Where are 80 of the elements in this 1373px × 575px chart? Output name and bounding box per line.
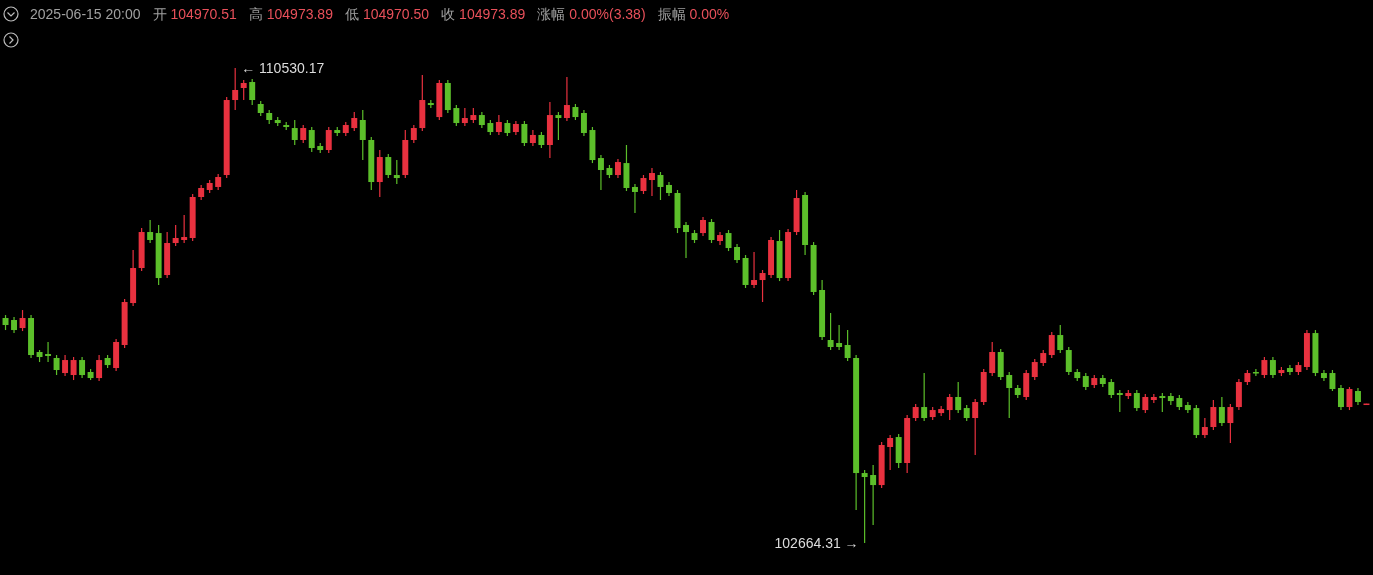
candlestick	[1320, 369, 1327, 382]
candlestick	[1108, 378, 1115, 399]
candlestick	[1210, 399, 1217, 431]
candlestick	[597, 154, 604, 191]
candlestick	[1329, 369, 1336, 392]
candlestick	[725, 229, 732, 252]
candlestick	[836, 324, 843, 351]
candlestick	[955, 381, 962, 414]
candlestick	[1031, 358, 1038, 381]
candlestick	[563, 76, 570, 122]
candlestick	[53, 354, 60, 376]
candlestick	[249, 78, 256, 106]
text: 高 104973.89	[248, 6, 334, 22]
text: 2025-06-15 20:00	[30, 6, 141, 22]
candlestick	[555, 111, 562, 141]
candlestick	[734, 243, 741, 264]
candlestick	[1023, 369, 1030, 401]
candlestick	[921, 372, 928, 422]
candlestick	[1057, 324, 1064, 354]
candlestick	[495, 114, 502, 136]
candlestick	[1116, 389, 1123, 413]
candlestick	[1252, 368, 1259, 377]
candlestick	[1006, 371, 1013, 419]
candlestick	[70, 356, 77, 381]
candlestick	[172, 224, 179, 247]
candlestick	[1133, 389, 1140, 412]
candlestick	[181, 214, 188, 244]
candlestick	[640, 174, 647, 195]
candlestick	[291, 119, 298, 146]
candlestick	[232, 67, 239, 111]
candlestick	[385, 153, 392, 179]
candlestick	[1227, 403, 1234, 444]
candlestick	[751, 251, 758, 289]
candlestick	[989, 341, 996, 377]
candlestick	[614, 158, 621, 179]
candlestick	[870, 464, 877, 526]
candlestick	[1065, 346, 1072, 376]
candlestick	[1201, 417, 1208, 439]
annotation: 102664.31 →	[774, 534, 859, 551]
candlestick	[683, 221, 689, 259]
candlestick	[972, 398, 979, 456]
text: 低 104970.50	[344, 6, 430, 22]
candlestick	[359, 109, 366, 161]
candlestick	[887, 434, 894, 471]
candlestick	[393, 159, 400, 185]
candlestick	[1159, 392, 1166, 413]
candlestick	[1261, 356, 1268, 379]
candlestick	[1337, 384, 1344, 411]
candlestick	[649, 167, 655, 197]
candlestick	[759, 269, 766, 303]
candlestick	[308, 126, 315, 153]
text: 收 104973.89	[441, 6, 526, 22]
candlestick	[1142, 393, 1149, 414]
candlestick	[96, 354, 103, 382]
text: 振幅 0.00%	[657, 6, 730, 22]
candlestick	[1269, 356, 1276, 379]
candlestick	[1286, 364, 1293, 376]
candlestick	[1218, 396, 1225, 427]
text: 涨幅 0.00%(3.38)	[537, 6, 646, 22]
candlestick	[946, 393, 953, 421]
candlestick	[19, 309, 26, 332]
annotation: ← 110530.17	[241, 59, 325, 76]
candlestick	[844, 329, 851, 362]
candlestick	[351, 111, 358, 132]
candlestick	[147, 219, 154, 244]
candlestick	[700, 216, 706, 237]
candlestick	[861, 469, 868, 544]
candlestick	[827, 312, 834, 351]
candlestick	[79, 356, 86, 379]
candlestick	[521, 120, 528, 147]
text: 开 104970.51	[152, 6, 237, 22]
candlestick	[62, 354, 69, 377]
candlestick	[1048, 331, 1055, 359]
candlestick	[45, 341, 52, 363]
candlestick	[453, 104, 460, 127]
candlestick	[325, 126, 332, 154]
candlestick	[631, 183, 638, 214]
candlestick	[580, 109, 587, 137]
candlestick	[240, 79, 247, 101]
candlestick	[1346, 386, 1353, 411]
